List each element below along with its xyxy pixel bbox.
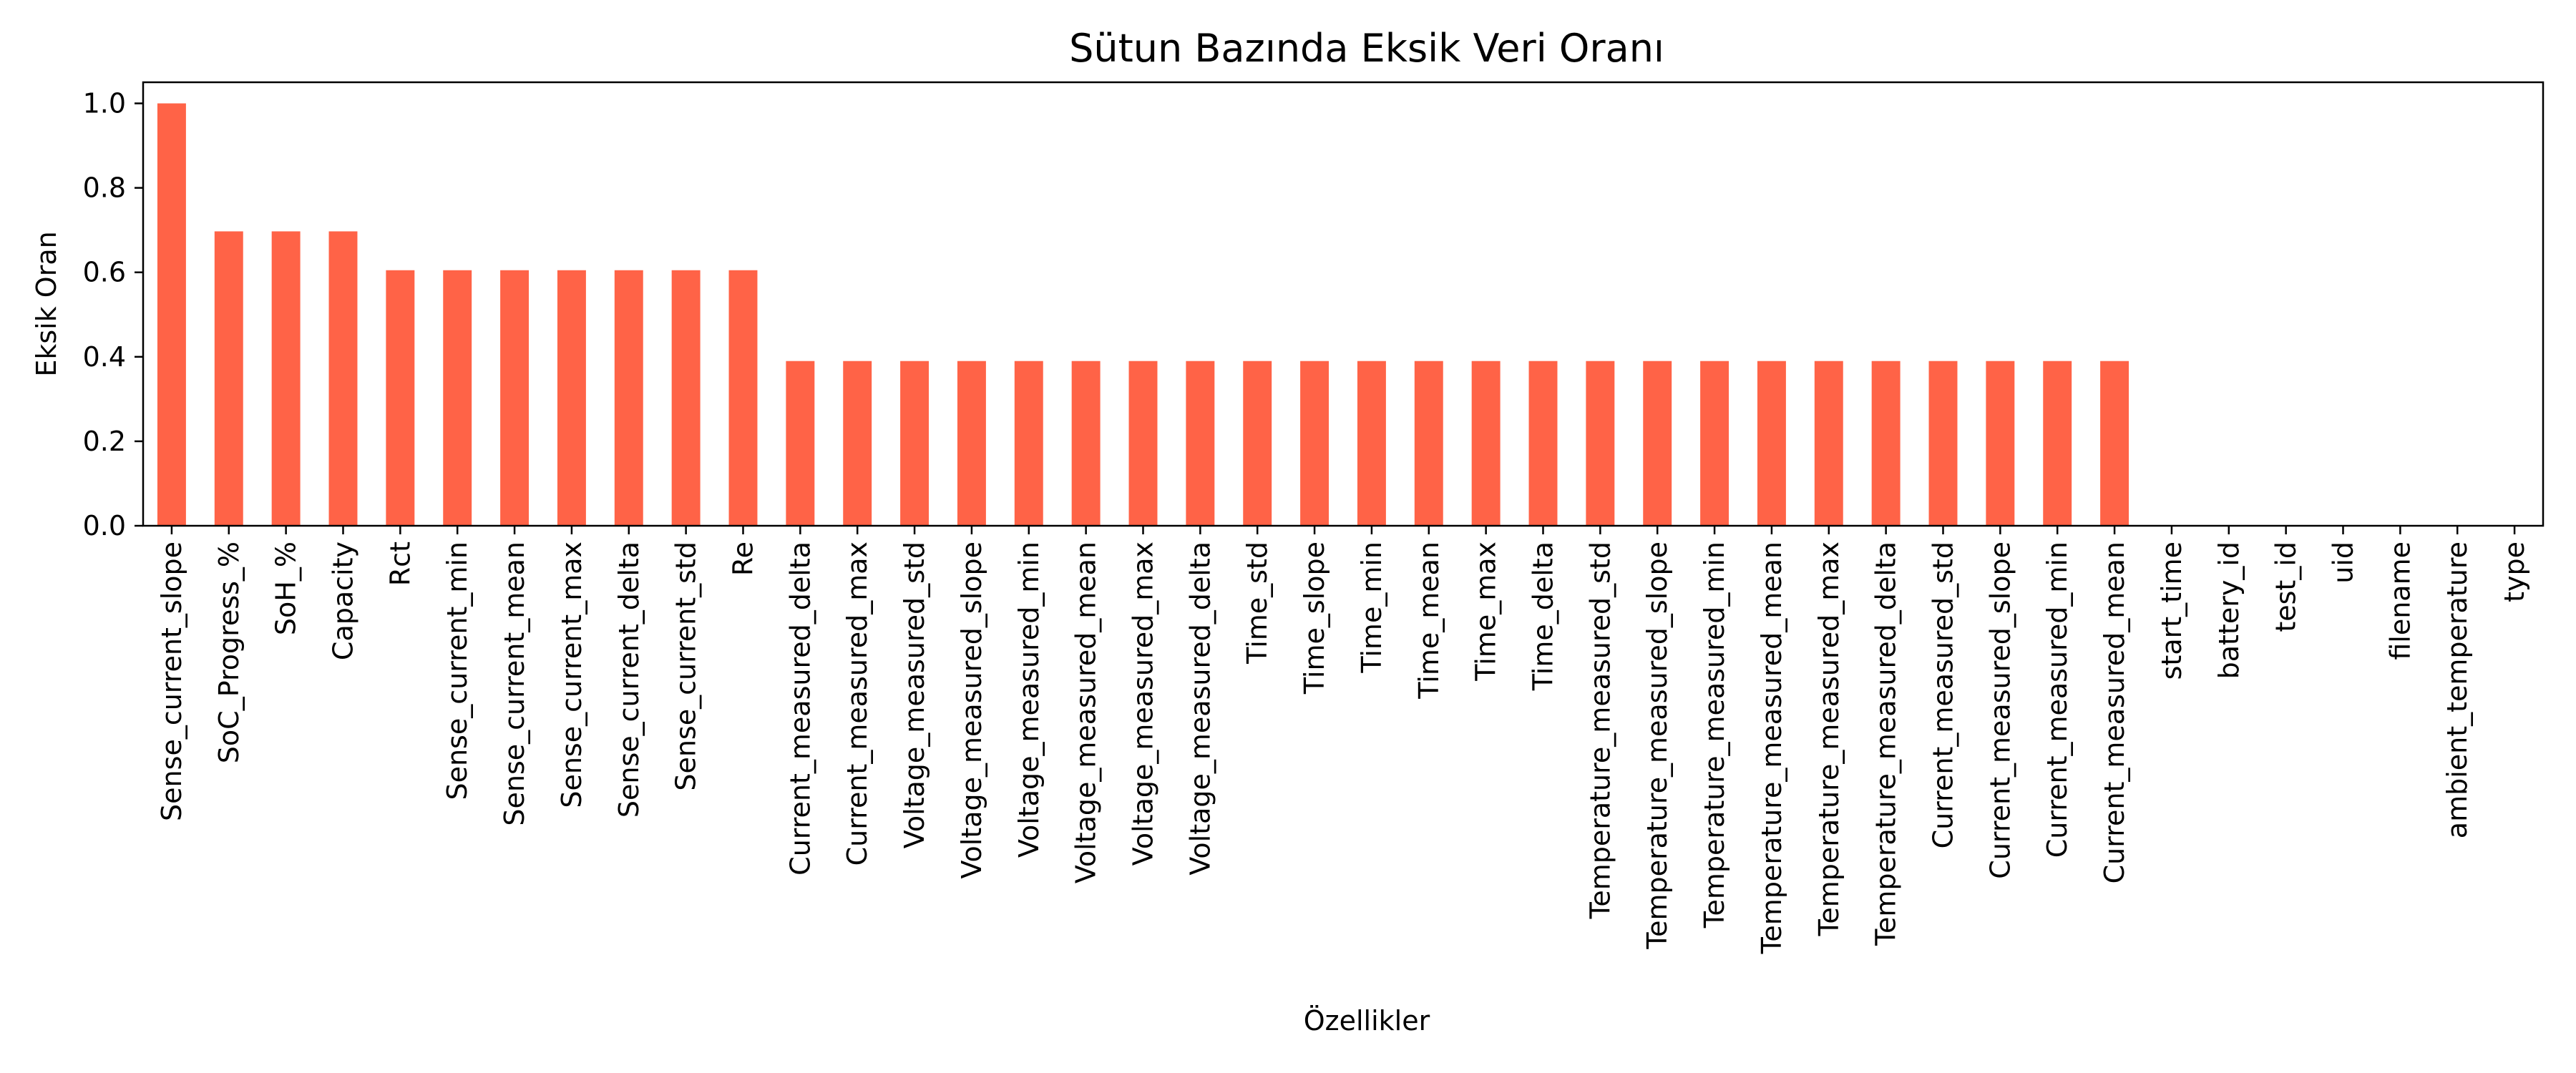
bar-31: [1928, 361, 1958, 526]
bar-20: [1300, 361, 1330, 526]
bar-15: [1014, 361, 1043, 526]
plot-frame: [142, 81, 2545, 527]
x-tick-label-20: Time_slope: [1299, 542, 1330, 695]
x-tick-label-24: Time_delta: [1528, 542, 1559, 691]
bar-25: [1586, 361, 1615, 526]
bar-17: [1128, 361, 1158, 526]
x-tick-label-11: Current_measured_delta: [784, 542, 816, 876]
y-axis-label: Eksik Oran: [31, 231, 62, 376]
y-axis: 0.0 0.2 0.4 0.6 0.8 1.0: [83, 88, 143, 542]
bar-6: [500, 270, 530, 526]
x-tick-label-2: SoH_%: [270, 542, 302, 635]
bar-10: [728, 270, 758, 526]
x-tick-label-15: Voltage_measured_min: [1013, 542, 1045, 858]
x-tick-label-33: Current_measured_min: [2041, 542, 2073, 858]
bar-24: [1528, 361, 1558, 526]
bar-9: [671, 270, 701, 526]
bar-4: [386, 270, 415, 526]
bar-13: [900, 361, 930, 526]
bar-29: [1814, 361, 1843, 526]
x-tick-label-18: Voltage_measured_delta: [1184, 542, 1216, 876]
bar-33: [2043, 361, 2072, 526]
x-tick-label-4: Rct: [384, 542, 416, 586]
x-tick-label-1: SoC_Progress_%: [213, 542, 245, 763]
bar-12: [843, 361, 872, 526]
x-tick-label-17: Voltage_measured_max: [1128, 542, 1159, 866]
x-tick-label-23: Time_max: [1470, 542, 1502, 682]
x-axis: Sense_current_slope SoC_Progress_% SoH_% Ca…: [156, 526, 2530, 954]
bar-7: [557, 270, 586, 526]
y-tick-label-1: 0.2: [83, 426, 126, 457]
x-tick-label-36: battery_id: [2213, 542, 2245, 679]
bar-5: [443, 270, 472, 526]
bar-27: [1700, 361, 1729, 526]
x-tick-label-16: Voltage_measured_mean: [1070, 542, 1102, 883]
bar-11: [786, 361, 815, 526]
x-tick-label-34: Current_measured_mean: [2099, 542, 2130, 883]
x-tick-label-9: Sense_current_std: [670, 542, 702, 791]
x-tick-label-38: uid: [2328, 542, 2359, 584]
bar-19: [1243, 361, 1272, 526]
x-tick-label-21: Time_min: [1356, 542, 1387, 674]
bar-23: [1471, 361, 1501, 526]
x-tick-label-0: Sense_current_slope: [156, 542, 187, 821]
y-tick-label-5: 1.0: [83, 88, 126, 119]
bar-8: [614, 270, 643, 526]
x-tick-label-5: Sense_current_min: [441, 542, 473, 800]
bar-32: [1986, 361, 2015, 526]
y-tick-label-3: 0.6: [83, 257, 126, 288]
x-tick-label-35: start_time: [2156, 542, 2187, 680]
x-tick-label-13: Voltage_measured_std: [899, 542, 930, 848]
x-tick-label-19: Time_std: [1241, 542, 1273, 665]
bar-34: [2100, 361, 2129, 526]
bar-30: [1871, 361, 1901, 526]
bar-21: [1357, 361, 1386, 526]
x-tick-label-40: ambient_temperature: [2441, 542, 2473, 838]
x-tick-label-29: Temperature_measured_max: [1813, 542, 1845, 936]
x-tick-label-3: Capacity: [328, 542, 359, 660]
x-tick-label-14: Voltage_measured_slope: [956, 542, 987, 879]
x-tick-label-6: Sense_current_mean: [499, 542, 530, 826]
x-tick-label-39: filename: [2384, 542, 2416, 660]
chart-title: Sütun Bazında Eksik Veri Oranı: [1069, 26, 1664, 71]
bar-18: [1186, 361, 1215, 526]
bar-0: [157, 103, 186, 526]
x-tick-label-31: Current_measured_std: [1928, 542, 1959, 848]
bar-1: [214, 231, 243, 526]
x-axis-label: Özellikler: [1304, 1005, 1430, 1037]
x-tick-label-32: Current_measured_slope: [1984, 542, 2016, 879]
y-tick-label-4: 0.8: [83, 172, 126, 204]
bar-2: [271, 231, 301, 526]
bar-26: [1643, 361, 1672, 526]
x-tick-label-37: test_id: [2270, 542, 2302, 632]
bars-group: [157, 103, 2129, 526]
x-tick-label-25: Temperature_measured_std: [1584, 542, 1616, 919]
bar-14: [957, 361, 986, 526]
bar-16: [1071, 361, 1101, 526]
x-tick-label-28: Temperature_measured_mean: [1756, 542, 1787, 954]
x-tick-label-12: Current_measured_max: [841, 542, 873, 866]
bar-28: [1757, 361, 1786, 526]
y-tick-label-2: 0.4: [83, 341, 126, 373]
x-tick-label-26: Temperature_measured_slope: [1641, 542, 1673, 950]
x-tick-label-22: Time_mean: [1413, 542, 1445, 700]
x-tick-label-10: Re: [728, 542, 759, 576]
x-tick-label-8: Sense_current_delta: [613, 542, 645, 818]
bar-3: [328, 231, 358, 526]
x-tick-label-27: Temperature_measured_min: [1699, 542, 1730, 929]
x-tick-label-30: Temperature_measured_delta: [1870, 542, 1902, 946]
bar-22: [1414, 361, 1443, 526]
x-tick-label-7: Sense_current_max: [556, 542, 587, 808]
y-tick-label-0: 0.0: [83, 510, 126, 542]
x-tick-label-41: type: [2499, 542, 2530, 602]
